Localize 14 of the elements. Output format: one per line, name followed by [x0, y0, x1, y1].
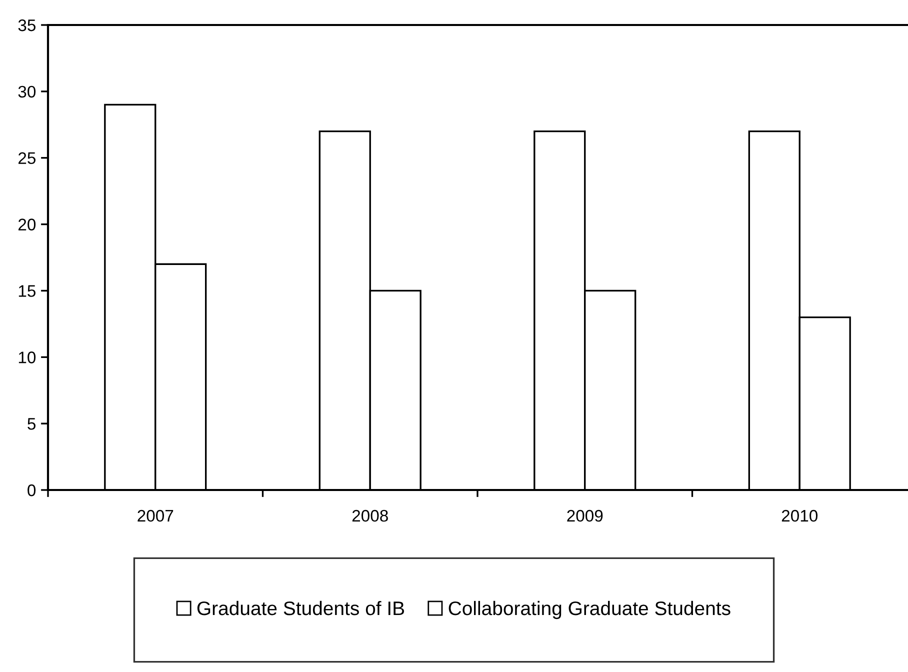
x-tick-label: 2010 — [782, 510, 818, 522]
x-tick-label: 2008 — [352, 510, 388, 522]
y-tick-label: 5 — [28, 418, 36, 430]
x-tick-label: 2009 — [567, 510, 603, 522]
x-tick-label: 2007 — [138, 510, 174, 522]
legend-label: Graduate Students of IB — [197, 600, 404, 616]
y-tick-label: 15 — [18, 285, 36, 297]
y-tick-label: 0 — [28, 484, 36, 496]
y-tick-label: 20 — [18, 218, 36, 230]
y-tick-label: 35 — [18, 19, 36, 32]
y-tick-label: 10 — [18, 352, 36, 364]
y-tick-label: 25 — [18, 152, 36, 164]
legend-label: Collaborating Graduate Students — [448, 600, 730, 620]
y-tick-label: 30 — [18, 86, 36, 98]
